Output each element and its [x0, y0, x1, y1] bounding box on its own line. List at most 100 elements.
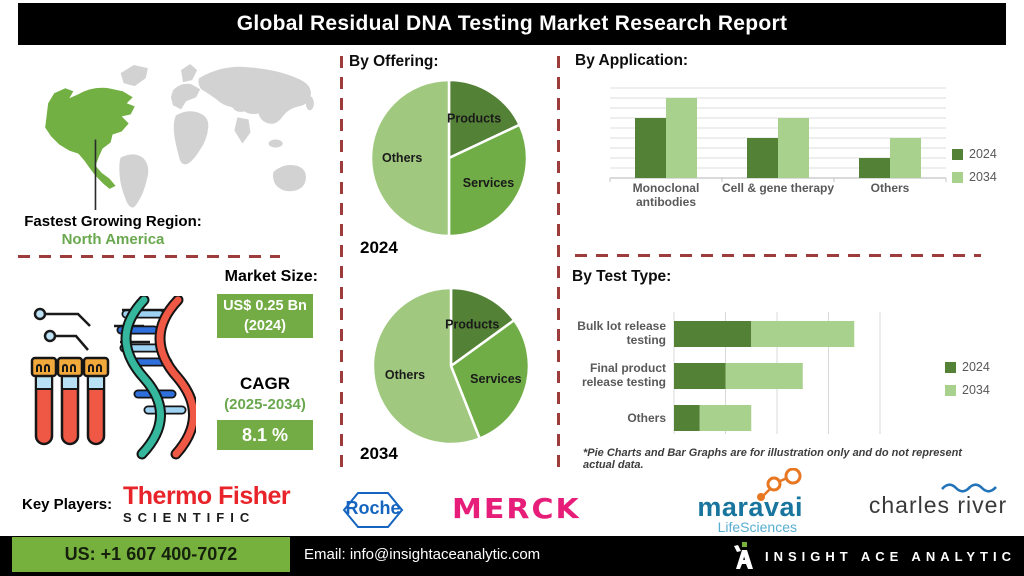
legend-label: 2024 — [962, 360, 990, 374]
legend-swatch — [952, 171, 963, 183]
region-se-asia — [268, 139, 283, 148]
bar-2024-final-product-release-testing — [674, 363, 726, 389]
region-heading: Fastest Growing Region: — [24, 213, 202, 230]
category-label: Monoclonal — [633, 181, 700, 195]
pie-chart-2024: Products Services Others — [369, 78, 529, 238]
bar-2024-others — [674, 405, 700, 431]
pie-year-2034: 2034 — [360, 444, 398, 463]
logo-maravai: maravai LifeSciences — [623, 468, 803, 535]
region-india — [234, 117, 251, 144]
pie-label-others: Others — [385, 368, 425, 382]
legend-item-2024: 2024 — [952, 147, 997, 161]
bar-2024-cell-gene-therapy — [747, 138, 778, 178]
bar-2024-monoclonal-antibodies — [635, 118, 666, 178]
maravai-wordmark: maravai — [697, 492, 803, 522]
molecule-icon — [757, 468, 802, 501]
pie-slice-services — [447, 123, 529, 238]
logo-roche: Roche — [330, 490, 416, 530]
bar-2034-cell-gene-therapy — [778, 118, 809, 178]
cagr-value-box: 8.1 % — [217, 420, 313, 450]
thermo-fisher-scientific-text: SCIENTIFIC — [123, 510, 256, 525]
roche-wordmark: Roche — [345, 498, 401, 518]
roche-hexagon-icon — [342, 492, 404, 528]
divider-vertical-2 — [557, 56, 560, 472]
test-type-legend: 2024 2034 — [945, 360, 990, 406]
fastest-growing-region: Fastest Growing Region: North America — [10, 213, 216, 249]
section-title-offering: By Offering: — [349, 53, 439, 70]
continent-europe — [170, 83, 201, 110]
pie-label-products: Products — [447, 112, 501, 126]
bar-2034-monoclonal-antibodies — [666, 98, 697, 178]
pie-label-products: Products — [445, 317, 499, 331]
pie-slice-services — [449, 318, 531, 441]
legend-swatch — [945, 384, 956, 396]
continent-south-america — [119, 154, 149, 208]
category-label: antibodies — [636, 195, 696, 209]
pie-label-services: Services — [470, 372, 521, 386]
brand-name: INSIGHT ACE ANALYTIC — [765, 548, 1016, 564]
title-bar: Global Residual DNA Testing Market Resea… — [18, 3, 1006, 45]
insight-ace-logo-icon — [734, 542, 753, 569]
key-players-label: Key Players: — [22, 496, 113, 513]
pie-chart-2034: Products Services Others — [371, 286, 531, 446]
category-label: Others — [871, 181, 910, 195]
dna-helix-icon — [116, 296, 196, 460]
category-label: Bulk lot release — [577, 319, 666, 333]
continent-north-america — [45, 87, 135, 189]
charles-river-wordmark: charles river — [868, 492, 1008, 518]
phone-number: US: +1 607 400-7072 — [12, 537, 290, 572]
legend-label: 2034 — [962, 383, 990, 397]
brand-logo: INSIGHT ACE ANALYTIC — [733, 536, 1016, 576]
application-legend: 2024 2034 — [952, 147, 997, 193]
continent-greenland — [120, 65, 148, 87]
bar-2024-bulk-lot-release-testing — [674, 321, 752, 347]
region-japan — [305, 96, 314, 111]
pie-year-2024: 2024 — [360, 238, 398, 257]
footer-bar: US: +1 607 400-7072 Email: info@insighta… — [0, 536, 1024, 576]
cagr-label: CAGR — [239, 374, 291, 393]
bar-2034-final-product-release-testing — [725, 363, 803, 389]
legend-label: 2024 — [969, 147, 997, 161]
market-size-value-box: US$ 0.25 Bn (2024) — [217, 294, 313, 338]
maravai-lifesciences-text: LifeSciences — [717, 519, 797, 535]
category-label: Final product — [590, 361, 666, 375]
legend-item-2024: 2024 — [945, 360, 990, 374]
logo-charles-river: charles river — [858, 483, 1018, 518]
legend-swatch — [952, 148, 963, 160]
continent-australia — [272, 164, 306, 192]
world-map — [45, 64, 314, 210]
pie-slice-others — [371, 286, 482, 446]
category-label: release testing — [582, 375, 666, 389]
legend-item-2034: 2034 — [952, 170, 997, 184]
disclaimer-note: *Pie Charts and Bar Graphs are for illus… — [583, 447, 962, 471]
category-label: testing — [627, 333, 666, 347]
continent-scandinavia — [181, 64, 198, 83]
market-size-year: (2024) — [244, 318, 286, 334]
thermo-fisher-wordmark: Thermo Fisher — [123, 482, 291, 510]
continent-asia — [198, 66, 311, 124]
bar-2034-others — [890, 138, 921, 178]
market-size-heading: Market Size: — [224, 268, 318, 285]
divider-left — [18, 255, 280, 258]
river-waves-icon — [941, 483, 997, 493]
cagr-period: (2025-2034) — [224, 396, 306, 413]
pie-slice-products — [449, 286, 516, 369]
continent-africa — [173, 111, 209, 165]
bar-2034-others — [699, 405, 752, 431]
merck-wordmark: MERCK — [452, 493, 581, 526]
logo-merck: MERCK — [452, 493, 581, 525]
legend-label: 2034 — [969, 170, 997, 184]
region-value: North America — [61, 231, 165, 248]
page-title: Global Residual DNA Testing Market Resea… — [236, 12, 788, 35]
bar-2034-bulk-lot-release-testing — [751, 321, 855, 347]
legend-item-2034: 2034 — [945, 383, 990, 397]
category-label: Cell & gene therapy — [722, 181, 834, 195]
section-title-test-type: By Test Type: — [572, 268, 672, 285]
divider-right — [575, 254, 981, 257]
section-title-application: By Application: — [575, 52, 689, 69]
test-tubes-icon — [30, 356, 110, 446]
divider-vertical-1 — [340, 56, 343, 472]
